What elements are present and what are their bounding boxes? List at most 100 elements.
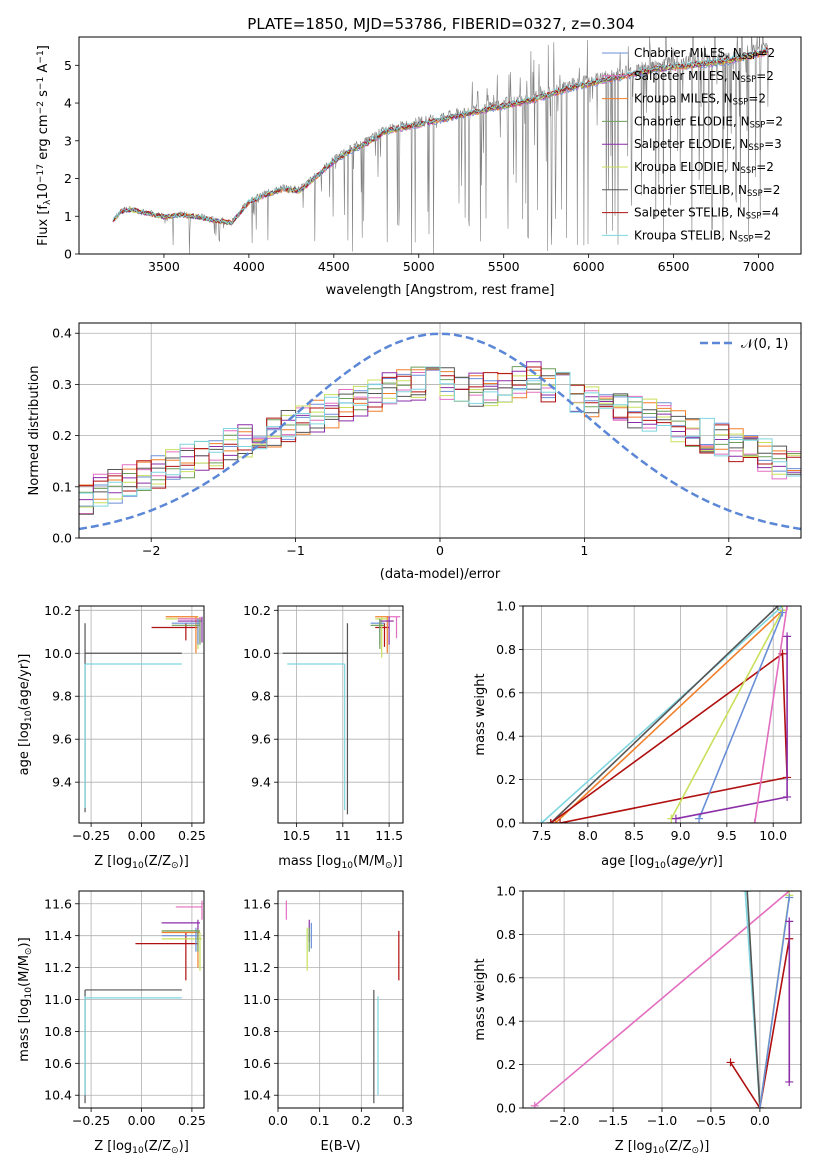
mass_weight_vs_age-line-chabrier_miles [698, 612, 784, 819]
age_vs_Z-ytick-label: 9.8 [52, 689, 72, 704]
legend-label-chabrier_elodie: Chabrier ELODIE, NSSP=2 [634, 114, 783, 129]
spectrum-model-chabrier_stelib [112, 48, 769, 225]
legend-label-chabrier_miles-part: Chabrier MILES, N [634, 46, 742, 60]
legend-label-salpeter_elodie-part: =3 [764, 137, 782, 151]
spectrum-model-kroupa_stelib [112, 47, 769, 226]
age_vs_Z-frame [78, 605, 205, 824]
mass_weight_vs_Z-point-kroupa_stelib [741, 891, 750, 895]
mass_weight_vs_age-xtick-label: 7.5 [532, 828, 552, 843]
mass_weight_vs_age-ytick-label: 0.6 [496, 685, 516, 700]
mass_vs_Z-ylabel: mass [log10(M/M⊙)] [17, 937, 34, 1061]
age_vs_Z-ytick-label: 9.4 [52, 775, 72, 790]
mass_weight_vs_Z-xtick-label: −0.5 [696, 1113, 726, 1128]
mass_weight_vs_age-ytick-label: 0.0 [496, 816, 516, 831]
mass_weight_vs_Z-xlabel-part: 10 [653, 1146, 665, 1156]
mass_vs_Z-ytick-label: 10.8 [44, 1024, 72, 1039]
mass_weight_vs_age-point-kroupa_stelib [537, 819, 546, 823]
mass_weight_vs_Z-frame [522, 890, 802, 1109]
mass_weight_vs_Z-xtick-label: −2.0 [549, 1113, 579, 1128]
age_vs_Z-ylabel-part: (age/yr)] [17, 654, 32, 711]
legend-label-chabrier_elodie-part: SSP [750, 120, 766, 130]
spectrum-ytick-label: 0 [64, 247, 72, 262]
residuals-axes: −2 −1 0 1 2 0.0 0.1 0.2 0.3 0.4 [52, 323, 801, 558]
spectrum-ylabel-part: s [36, 90, 51, 101]
legend-label-chabrier_elodie-part: Chabrier ELODIE, N [634, 114, 750, 128]
mass_weight_vs_Z-ylabel: mass weight [473, 958, 488, 1040]
age_vs_mass-xlabel-part: )] [393, 854, 403, 869]
mass_weight_vs_age-xtick-label: 8.0 [578, 828, 598, 843]
legend-label-chabrier_miles: Chabrier MILES, NSSP=2 [634, 46, 775, 61]
age_vs_Z-xlabel: Z [log10(Z/Z⊙)] [94, 854, 189, 871]
mass_weight_vs_Z-ytick-label: 0.4 [496, 1014, 516, 1029]
age_vs_Z-axes: −0.25 0.00 0.25 9.4 9.6 9.8 10.0 10.2 [44, 603, 206, 843]
figure-title: PLATE=1850, MJD=53786, FIBERID=0327, z=0… [247, 15, 634, 33]
residuals-plot [79, 332, 801, 531]
mass_vs_EBV-xlabel: E(B-V) [320, 1139, 360, 1154]
residuals-xtick-label: 2 [725, 543, 733, 558]
mass_weight_vs_Z-ytick-label: 0.2 [496, 1057, 516, 1072]
age_vs_mass-xlabel-part: 10 [341, 861, 353, 871]
residuals-xtick-label: −2 [142, 543, 160, 558]
age_vs_mass-xlabel-part: (M/M [353, 854, 385, 869]
age_vs_Z-xlabel-part: 10 [132, 861, 144, 871]
legend-label-chabrier_miles-part: =2 [757, 46, 775, 60]
age_vs_mass-xlabel-part: mass [log [278, 854, 341, 869]
mass_weight_vs_age-point-salpeter_stelib [556, 819, 565, 823]
residuals-ytick-label: 0.3 [52, 377, 72, 392]
hist-salpeter_elodie [79, 361, 801, 501]
mass_weight_vs_age-xtick-label: 8.5 [624, 828, 644, 843]
mass_weight_vs_age-xlabel-part: age [log [601, 854, 654, 869]
spectrum-ylabel: Flux [fλ10−17 erg cm−2 s−1 A−1] [36, 45, 53, 246]
spectrum-ylabel-part: ] [36, 45, 51, 50]
spectrum-ytick-label: 2 [64, 171, 72, 186]
spectrum-xlabel: wavelength [Angstrom, rest frame] [326, 283, 555, 298]
age_vs_Z-xtick-label: −0.25 [72, 828, 110, 843]
spectrum-ylabel-part: −1 [36, 77, 46, 90]
mass_weight_vs_Z-line-chabrier_stelib [746, 891, 761, 1108]
hist-salpeter_stelib [79, 366, 801, 500]
hist-kroupa_stelib [79, 366, 801, 507]
legend-label-salpeter_stelib-part: =4 [761, 206, 779, 220]
mass_weight_vs_Z-line-salpeter_stelib [729, 938, 791, 1108]
legend-label-salpeter_miles-part: =2 [756, 69, 774, 83]
mass_weight_vs_age-xtick-label: 9.0 [671, 828, 691, 843]
mass_weight_vs_Z-xlabel-part: )] [699, 1139, 709, 1154]
mass_weight_vs_age-xlabel-part: 10 [654, 861, 666, 871]
mass_vs_Z-xlabel-part: (Z/Z [144, 1139, 171, 1154]
mass_weight_vs_age-point-chabrier_miles [778, 608, 787, 617]
legend-label-kroupa_elodie-part: =2 [756, 160, 774, 174]
mass_weight_vs_age-xlabel: age [log10(age/yr)] [601, 854, 723, 871]
mass_vs_EBV-frame [277, 890, 404, 1109]
legend-label-salpeter_miles-part: SSP [741, 74, 757, 84]
spectrum-xlabel-part: wavelength [Angstrom, rest frame] [326, 283, 555, 298]
mass_vs_EBV-xtick-label: 0.2 [351, 1113, 371, 1128]
residuals-ytick-label: 0.1 [52, 479, 72, 494]
age_vs_mass-xlabel: mass [log10(M/M⊙)] [278, 854, 402, 871]
mass_weight_vs_age-xtick-label: 10.0 [759, 828, 787, 843]
age_vs_mass-ytick-label: 9.6 [251, 732, 271, 747]
legend-label-kroupa_miles-part: =2 [748, 92, 766, 106]
legend-label-kroupa_elodie-part: SSP [741, 165, 757, 175]
mass_vs_Z-ytick-label: 11.6 [44, 896, 72, 911]
age_vs_mass-xtick-label: 10.5 [283, 828, 311, 843]
legend-label-chabrier_stelib: Chabrier STELIB, NSSP=2 [634, 183, 780, 198]
residuals-xtick-label: 1 [580, 543, 588, 558]
legend-label-kroupa_miles-part: SSP [733, 97, 749, 107]
mass_weight_vs_age-point-chabrier_stelib [773, 606, 782, 610]
age_vs_mass-xtick-label: 11 [335, 828, 351, 843]
age_vs_Z-plot [84, 616, 203, 813]
spectrum-xtick-label: 7000 [743, 259, 775, 274]
mass_vs_EBV-ytick-label: 11.6 [243, 896, 271, 911]
age_vs_Z-xtick-label: 0.00 [128, 828, 156, 843]
legend-label-salpeter_elodie: Salpeter ELODIE, NSSP=3 [634, 137, 782, 152]
residuals-ylabel: Normed distribution [27, 366, 42, 496]
spectrum-plot [112, 37, 769, 254]
spectrum-ylabel-part: erg cm [36, 114, 51, 163]
age_vs_mass-ytick-label: 9.4 [251, 775, 271, 790]
mass_vs_Z-plot [84, 900, 203, 1104]
mass_weight_vs_Z-xlabel-part: Z [log [615, 1139, 653, 1154]
mass_weight_vs_age-frame [522, 605, 802, 824]
mass_weight_vs_age-point-salpeter_stelib [546, 819, 555, 823]
age_vs_Z-ylabel-part: 10 [24, 710, 34, 722]
mass_weight_vs_Z-ytick-label: 0.6 [496, 970, 516, 985]
